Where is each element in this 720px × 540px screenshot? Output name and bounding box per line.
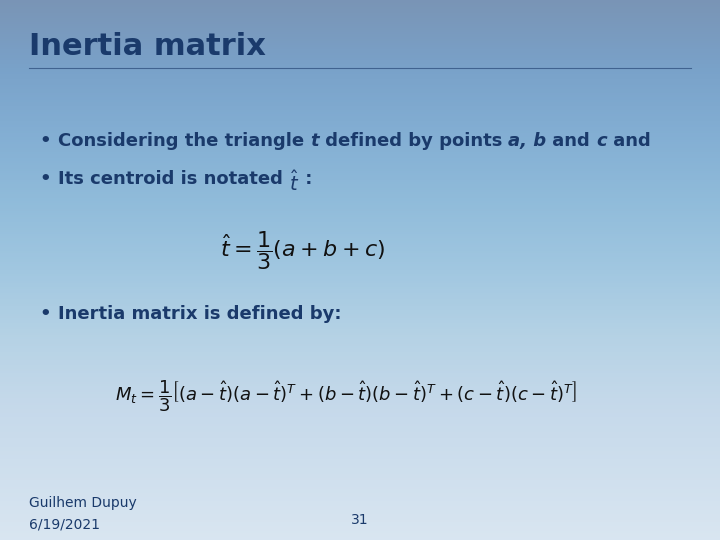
Text: •: • <box>40 132 51 150</box>
Text: •: • <box>40 305 51 323</box>
Text: 31: 31 <box>351 512 369 526</box>
Text: c: c <box>596 132 607 150</box>
Text: Its centroid is notated: Its centroid is notated <box>58 170 289 188</box>
Text: 6/19/2021: 6/19/2021 <box>29 518 100 532</box>
Text: and: and <box>607 132 651 150</box>
Text: Inertia matrix: Inertia matrix <box>29 32 266 62</box>
Text: $\hat{t}$: $\hat{t}$ <box>289 170 299 195</box>
Text: a, b: a, b <box>508 132 546 150</box>
Text: •: • <box>40 170 51 188</box>
Text: t: t <box>310 132 319 150</box>
Text: :: : <box>299 170 312 188</box>
Text: $M_t = \dfrac{1}{3}\left[(a-\hat{t})(a-\hat{t})^T + (b-\hat{t})(b-\hat{t})^T + (: $M_t = \dfrac{1}{3}\left[(a-\hat{t})(a-\… <box>114 378 577 414</box>
Text: Guilhem Dupuy: Guilhem Dupuy <box>29 496 137 510</box>
Text: Inertia matrix is defined by:: Inertia matrix is defined by: <box>58 305 341 323</box>
Text: Considering the triangle: Considering the triangle <box>58 132 310 150</box>
Text: $\hat{t} = \dfrac{1}{3}(a + b + c)$: $\hat{t} = \dfrac{1}{3}(a + b + c)$ <box>220 230 385 273</box>
Text: and: and <box>546 132 596 150</box>
Text: defined by points: defined by points <box>319 132 508 150</box>
